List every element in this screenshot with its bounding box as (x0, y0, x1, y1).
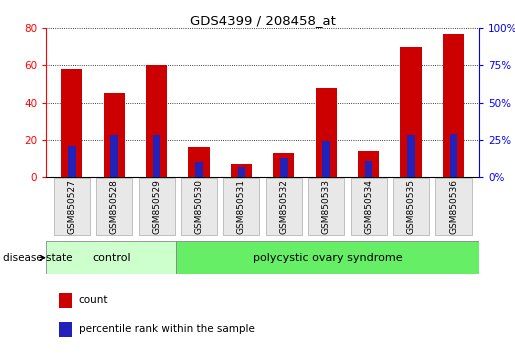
Text: GSM850531: GSM850531 (237, 179, 246, 234)
Bar (401, 47, 422, 177)
Bar (176, 241, 479, 274)
Bar (59, 322, 72, 337)
FancyBboxPatch shape (224, 178, 260, 235)
FancyBboxPatch shape (436, 178, 472, 235)
FancyBboxPatch shape (266, 178, 302, 235)
Text: GSM850532: GSM850532 (279, 179, 288, 234)
Bar (231, 164, 252, 177)
Text: polycystic ovary syndrome: polycystic ovary syndrome (253, 252, 402, 263)
Text: GSM850534: GSM850534 (364, 179, 373, 234)
Text: GSM850535: GSM850535 (406, 179, 416, 234)
Bar (450, 134, 457, 177)
Text: GSM850533: GSM850533 (322, 179, 331, 234)
Text: percentile rank within the sample: percentile rank within the sample (79, 324, 255, 334)
Bar (61, 69, 82, 177)
Bar (59, 293, 72, 308)
Bar (153, 135, 161, 177)
Bar (358, 151, 379, 177)
Text: GSM850530: GSM850530 (195, 179, 203, 234)
Bar (280, 158, 288, 177)
Text: count: count (79, 295, 108, 305)
Bar (188, 147, 210, 177)
Bar (316, 88, 337, 177)
Bar (146, 65, 167, 177)
Bar (110, 135, 118, 177)
Text: GSM850527: GSM850527 (67, 179, 76, 234)
Text: control: control (92, 252, 131, 263)
FancyBboxPatch shape (393, 178, 429, 235)
Bar (365, 161, 372, 177)
Bar (273, 153, 295, 177)
Bar (68, 146, 76, 177)
Bar (443, 34, 464, 177)
Text: disease state: disease state (3, 253, 72, 263)
FancyBboxPatch shape (351, 178, 387, 235)
Title: GDS4399 / 208458_at: GDS4399 / 208458_at (190, 14, 336, 27)
Bar (407, 135, 415, 177)
FancyBboxPatch shape (54, 178, 90, 235)
FancyBboxPatch shape (139, 178, 175, 235)
Bar (46, 241, 176, 274)
FancyBboxPatch shape (308, 178, 345, 235)
Text: GSM850528: GSM850528 (110, 179, 119, 234)
Text: GSM850536: GSM850536 (449, 179, 458, 234)
Text: GSM850529: GSM850529 (152, 179, 161, 234)
FancyBboxPatch shape (96, 178, 132, 235)
Bar (322, 141, 330, 177)
FancyBboxPatch shape (181, 178, 217, 235)
Bar (237, 167, 245, 177)
Bar (104, 93, 125, 177)
Bar (195, 162, 203, 177)
